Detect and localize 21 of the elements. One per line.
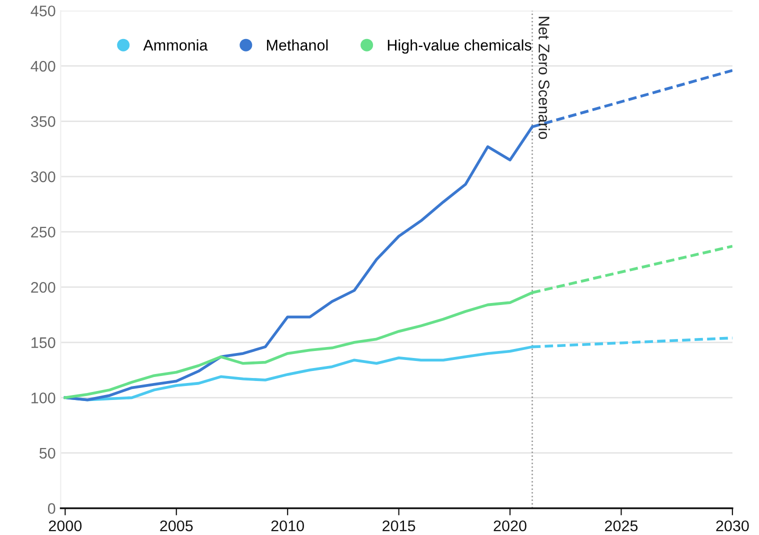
x-tick-label: 2025 xyxy=(605,520,638,532)
y-tick-label: 450 xyxy=(30,6,56,16)
x-tick-label: 2020 xyxy=(494,520,526,532)
x-tick-label: 2000 xyxy=(48,520,82,532)
ref-line-label: Net Zero Scenario xyxy=(538,16,550,140)
y-tick-label: 400 xyxy=(30,60,56,72)
y-tick-label: 50 xyxy=(39,448,56,459)
y-tick-label: 250 xyxy=(31,226,56,238)
x-tick-label: 2015 xyxy=(382,520,416,532)
legend-label: Methanol xyxy=(267,39,328,51)
legend-label: High-value chemicals xyxy=(388,39,532,54)
y-tick-label: 300 xyxy=(30,171,56,182)
legend-label: Ammonia xyxy=(143,39,208,51)
y-tick-label: 150 xyxy=(32,337,56,348)
y-tick-label: 350 xyxy=(30,116,56,127)
y-tick-label: 200 xyxy=(31,282,56,293)
x-tick-label: 2030 xyxy=(716,520,749,532)
y-tick-label: 100 xyxy=(32,392,56,404)
x-tick-label: 2010 xyxy=(271,520,304,532)
y-tick-label: 0 xyxy=(48,503,56,514)
x-tick-label: 2005 xyxy=(160,520,193,532)
